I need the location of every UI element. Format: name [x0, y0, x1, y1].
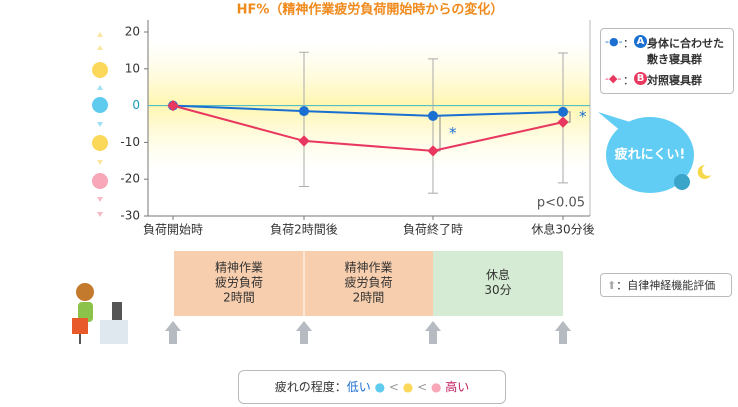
point [428, 110, 438, 121]
arrow-legend: ⬆：自律神経機能評価 [600, 273, 732, 297]
x-tick-label: 負荷2時間後 [270, 223, 338, 237]
legend-swatch: -●- [605, 35, 623, 48]
y-tick-label: 20 [125, 25, 140, 39]
phase-box [433, 251, 563, 316]
eval-arrow [425, 321, 441, 344]
phase-label: 2時間 [223, 291, 255, 305]
face: ● [402, 380, 414, 394]
y-tick-label: 10 [125, 61, 140, 75]
series-line [172, 104, 564, 117]
x-tick-label: 負荷開始時 [143, 223, 203, 237]
arrow-icon: ⬆ [607, 279, 617, 292]
legend-sep: ： [623, 37, 634, 50]
face-scale [92, 32, 108, 217]
phase-label: 精神作業 [215, 261, 263, 275]
x-tick-label: 負荷終了時 [403, 222, 463, 237]
legend-label: 身体に合わせた敷き寝具群 [647, 37, 724, 66]
legend-badge: A [634, 35, 647, 48]
eval-arrow [165, 321, 181, 344]
phase-label: 疲労負荷 [215, 275, 263, 290]
point [427, 145, 439, 157]
phase-label: 休息 [486, 267, 510, 282]
point [558, 106, 568, 117]
phase-label: 精神作業 [344, 261, 392, 275]
callout [598, 112, 711, 193]
legend-item: -◆-： B 対照寝具群 [605, 72, 733, 88]
legend: -●-： A 身体に合わせた敷き寝具群 -◆-： B 対照寝具群 [600, 28, 734, 94]
scale-low: 低い [346, 380, 371, 394]
y-tick-label: -30 [120, 209, 140, 223]
zone [148, 40, 590, 170]
legend-swatch: -◆- [605, 72, 622, 85]
series-line [172, 104, 564, 152]
p-value: p<0.05 [537, 196, 585, 211]
phase-label: 30分 [484, 283, 511, 297]
sig-star: * [579, 108, 587, 126]
y-tick-label: -10 [120, 135, 140, 149]
chart-title: HF%（精神作業疲労負荷開始時からの変化） [237, 2, 504, 18]
phase-box [304, 251, 433, 316]
face: ● [430, 380, 442, 394]
y-tick-label: -20 [120, 172, 140, 186]
point [298, 135, 310, 147]
legend-badge: B [634, 72, 647, 85]
scale-sep: < [417, 380, 428, 394]
x-tick-label: 休息30分後 [531, 222, 594, 237]
face: ● [374, 380, 386, 394]
phase-label: 疲労負荷 [344, 275, 392, 290]
callout-text: 疲れにくい! [615, 147, 686, 163]
legend-label: 対照寝具群 [647, 74, 702, 87]
person-icon [72, 283, 128, 344]
phase-label: 2時間 [353, 291, 385, 305]
point [299, 106, 309, 117]
eval-arrow [555, 321, 571, 344]
scale-label: 疲れの程度： [274, 380, 347, 394]
fatigue-scale: 疲れの程度：低い ● < ● < ● 高い [238, 370, 506, 404]
scale-sep: < [388, 380, 399, 394]
scale-high: 高い [445, 380, 470, 394]
sig-star: * [449, 124, 457, 142]
legend-sep: ： [623, 74, 634, 87]
arrow-legend-text: ：自律神経機能評価 [616, 279, 716, 292]
y-tick-label: 0 [132, 98, 140, 112]
phase-box [174, 251, 304, 316]
legend-item: -●-： A 身体に合わせた敷き寝具群 [605, 35, 733, 67]
eval-arrow [296, 321, 312, 344]
